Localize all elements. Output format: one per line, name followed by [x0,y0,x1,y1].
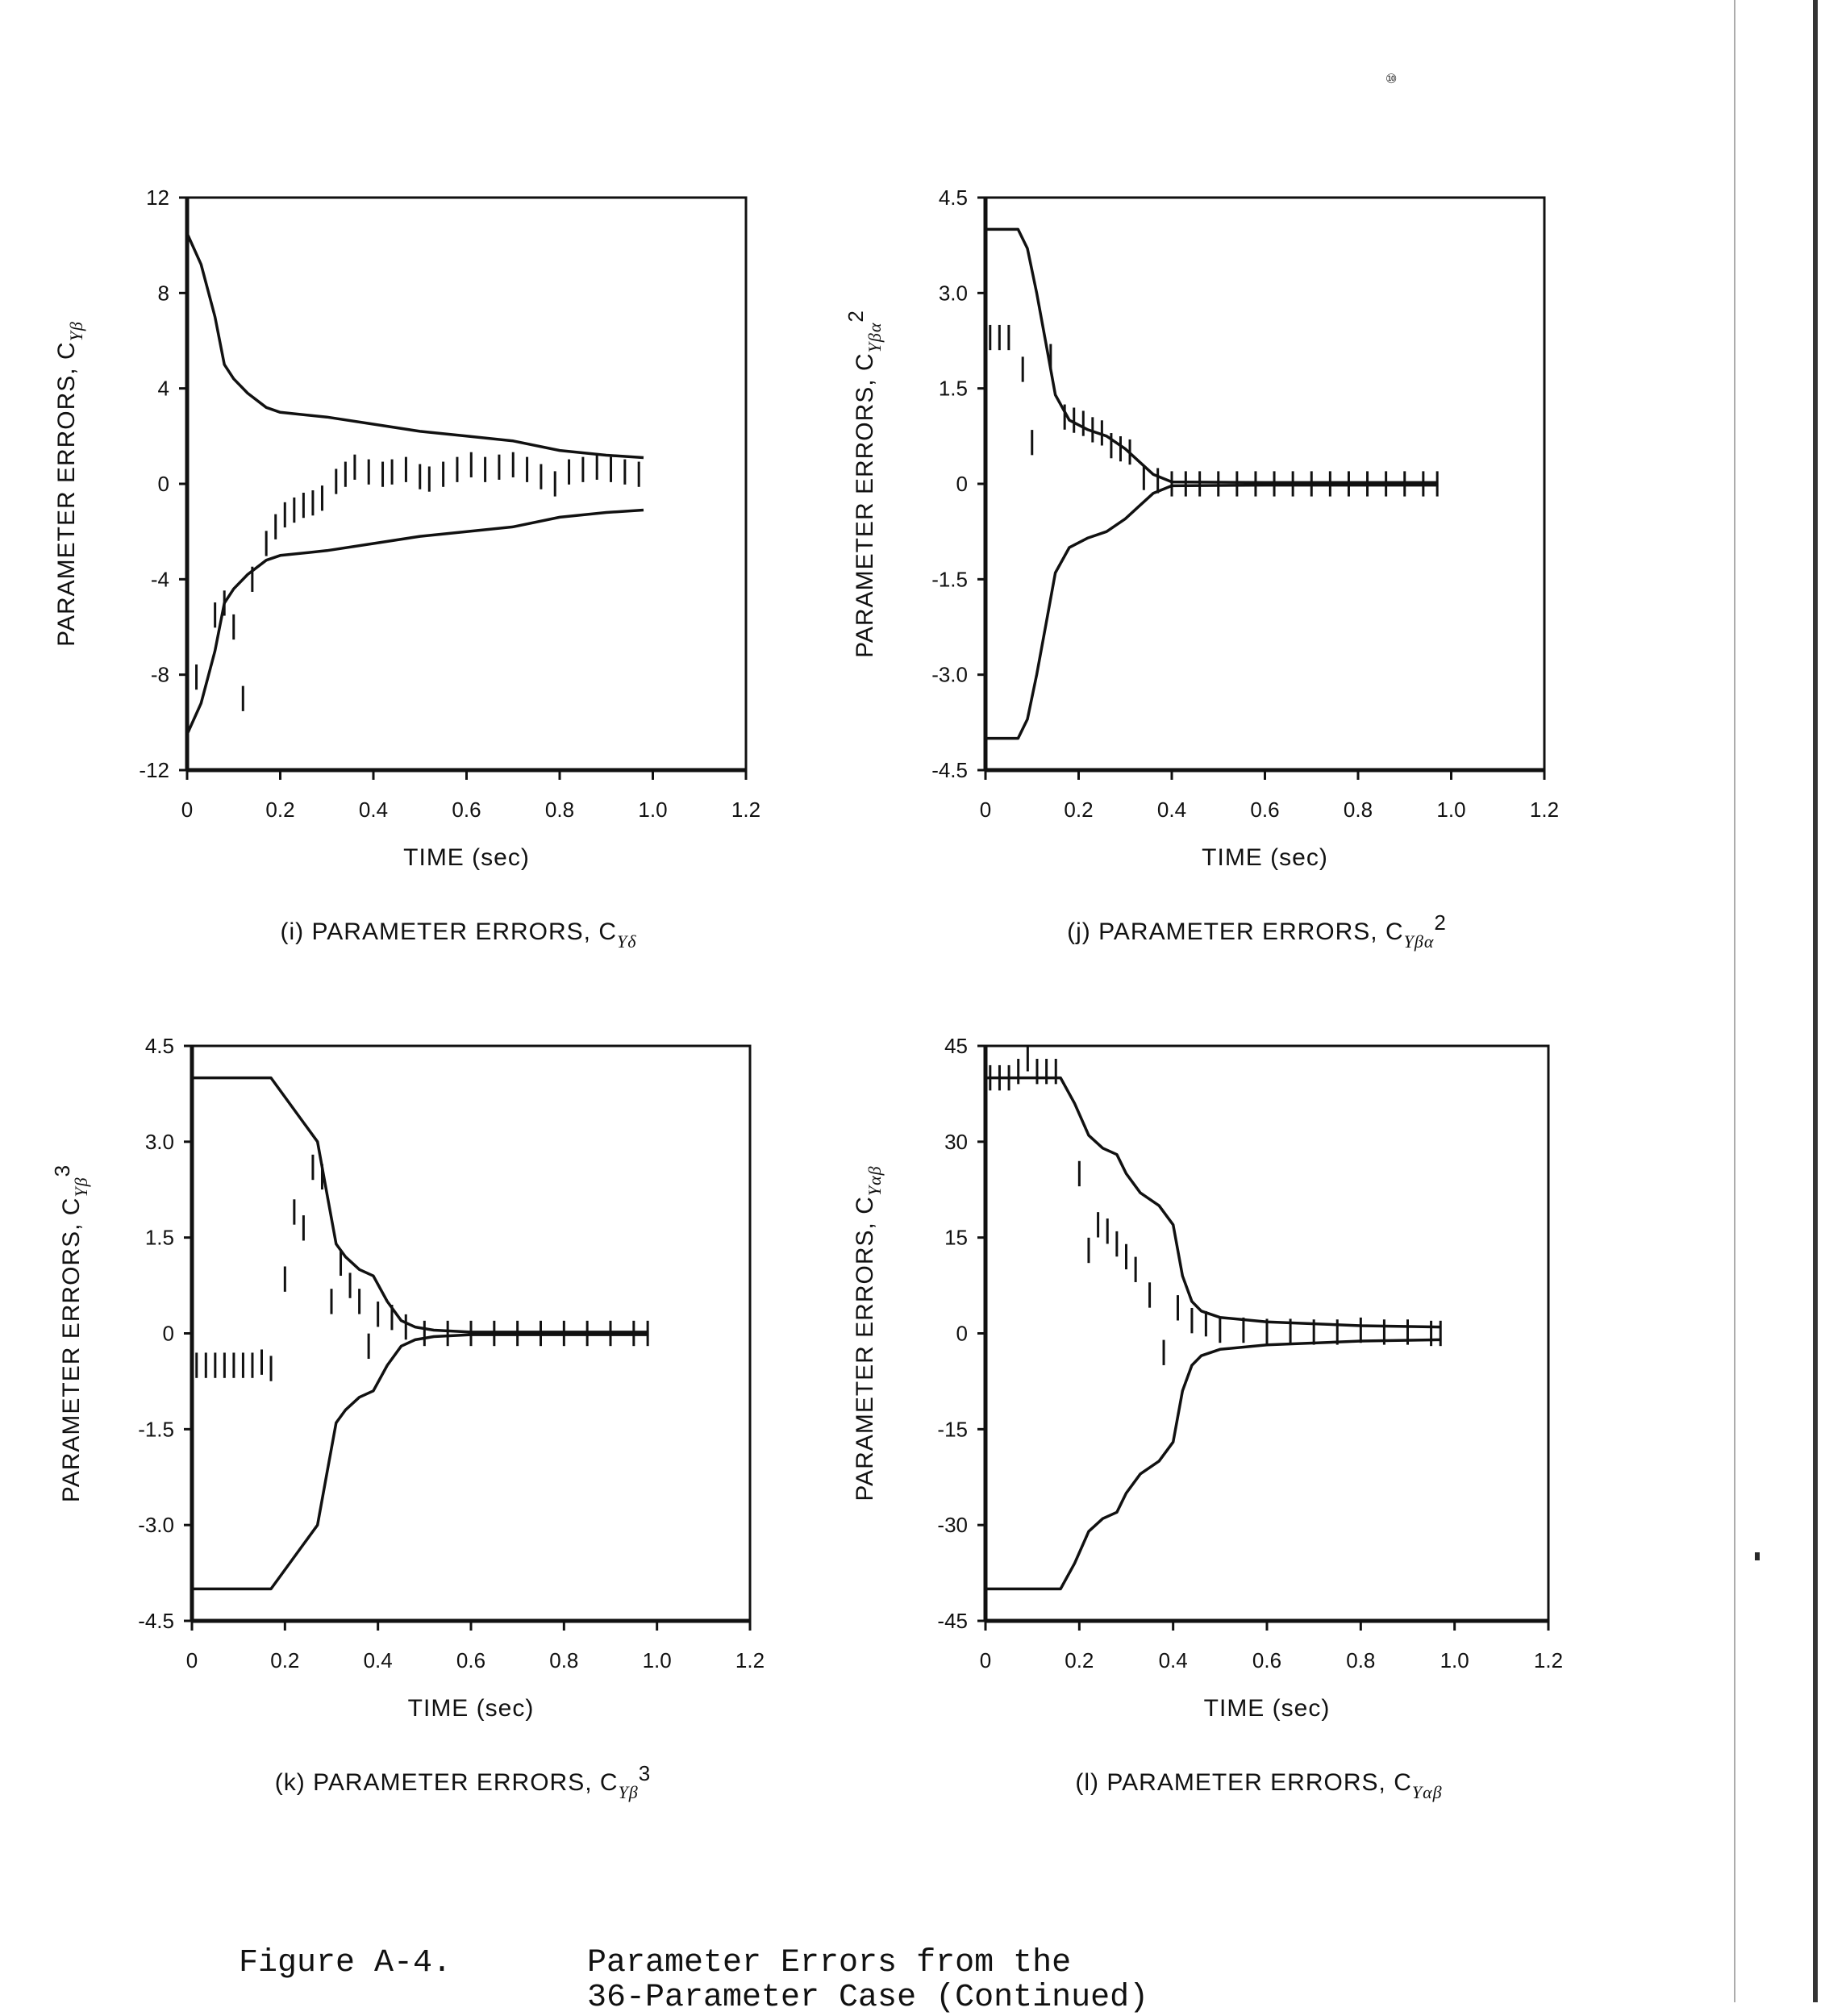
x-axis-title: TIME (sec) [1202,844,1328,871]
x-tick-label: 0.6 [1250,798,1279,822]
bound-line [185,232,644,460]
x-tick-label: 0.8 [549,1648,578,1672]
x-tick-label: 0 [980,798,991,822]
x-tick-label: 0.6 [1252,1648,1281,1672]
x-tick-label: 0.2 [265,798,294,822]
x-axis-title: TIME (sec) [1204,1695,1331,1722]
x-tick-label: 0.2 [1064,798,1093,822]
x-tick-label: 1.2 [731,798,760,822]
y-tick-label: 4.5 [939,185,968,210]
y-tick-label: 3.0 [939,281,968,305]
x-axis-title: TIME (sec) [408,1695,535,1722]
bound-line [192,1333,648,1591]
panel-caption: (k) PARAMETER ERRORS, CYβ3 [275,1761,651,1802]
x-tick-label: 0 [980,1648,991,1672]
bound-line [985,1338,1441,1591]
scan-speck [1755,1552,1760,1560]
y-tick-label: -1.5 [138,1417,174,1441]
y-tick-label: -3.0 [931,663,968,687]
y-tick-label: -4.5 [931,758,968,782]
y-axis-title: PARAMETER ERRORS, CYαβ [852,1165,885,1501]
x-tick-label: 0.2 [270,1648,299,1672]
x-tick-label: 1.2 [1534,1648,1563,1672]
y-tick-label: 3.0 [145,1130,174,1154]
panel-caption: (j) PARAMETER ERRORS, CYβα2 [1067,910,1447,952]
x-tick-label: 0.8 [1344,798,1373,822]
y-tick-label: -30 [937,1513,968,1537]
y-tick-label: 30 [944,1130,968,1154]
y-tick-label: 45 [944,1034,968,1058]
x-tick-label: 1.0 [643,1648,672,1672]
y-tick-label: 0 [956,472,968,496]
x-tick-label: 0.4 [364,1648,393,1672]
y-axis-title: PARAMETER ERRORS, CYβα2 [844,310,885,658]
y-tick-label: -1.5 [931,567,968,591]
y-tick-label: 4 [158,377,169,401]
x-tick-label: 0.8 [545,798,574,822]
y-tick-label: -4 [151,567,169,591]
y-axis-title: PARAMETER ERRORS, CYβ [53,321,86,647]
figure-label: Figure A-4. [239,1945,452,1981]
y-tick-label: -4.5 [138,1609,174,1633]
x-tick-label: 0.2 [1065,1648,1094,1672]
page-mark: ⑩ [1385,73,1398,86]
x-tick-label: 0.6 [452,798,481,822]
y-tick-label: -12 [139,758,169,782]
y-tick-label: 12 [146,185,169,210]
figure-title-line2: 36-Parameter Case (Continued) [587,1980,1149,2016]
bound-line [185,508,644,735]
scan-edge-artifact [1734,0,1735,2002]
y-axis-title: PARAMETER ERRORS, CYβ3 [50,1164,91,1502]
y-tick-label: -8 [151,663,169,687]
chart-panel-i: 12 8 4 0 -4 -8 -12 0 0.2 0.4 0.6 0.8 1.0 1.2 TIME (sec… [53,185,760,952]
x-tick-label: 0.6 [456,1648,485,1672]
y-tick-label: -45 [937,1609,968,1633]
x-tick-label: 1.2 [1530,798,1559,822]
x-tick-label: 1.0 [638,798,667,822]
y-tick-label: 0 [163,1322,174,1346]
x-tick-label: 1.0 [1436,798,1465,822]
x-tick-label: 0.4 [1157,798,1186,822]
y-tick-label: 8 [158,281,169,305]
y-tick-label: 1.5 [939,377,968,401]
figure-title-line1: Parameter Errors from the [587,1945,1072,1981]
bound-line [985,1076,1441,1329]
scan-edge-artifact [1813,0,1818,2002]
bound-line [985,483,1438,740]
y-tick-label: 4.5 [145,1034,174,1058]
y-tick-label: 0 [158,472,169,496]
x-tick-label: 0.4 [359,798,388,822]
x-axis-title: TIME (sec) [403,844,530,871]
chart-panel-k: 4.5 3.0 1.5 0 -1.5 -3.0 -4.5 0 0.2 0.4 0.6 0.8 1.0 1.… [50,1034,765,1802]
bound-line [985,227,1438,485]
chart-panel-l: 45 30 15 0 -15 -30 -45 0 0.2 0.4 0.6 0.8 1.0 1.2 TIME … [852,1034,1563,1802]
x-tick-label: 0 [181,798,193,822]
y-tick-label: 1.5 [145,1226,174,1250]
x-tick-label: 1.2 [735,1648,765,1672]
x-tick-label: 0.8 [1346,1648,1375,1672]
panel-caption: (l) PARAMETER ERRORS, CYαβ [1075,1769,1442,1802]
y-tick-label: 0 [956,1322,968,1346]
x-tick-label: 0 [186,1648,198,1672]
bound-line [192,1076,648,1334]
panel-caption: (i) PARAMETER ERRORS, CYδ [281,918,637,952]
plot-frame [185,196,748,772]
y-tick-label: 15 [944,1226,968,1250]
chart-panel-j: 4.5 3.0 1.5 0 -1.5 -3.0 -4.5 0 0.2 0.4 0.6 0.8 1.0 1.… [844,185,1559,952]
x-tick-label: 0.4 [1159,1648,1188,1672]
y-tick-label: -3.0 [138,1513,174,1537]
x-tick-label: 1.0 [1440,1648,1469,1672]
y-tick-label: -15 [937,1417,968,1441]
